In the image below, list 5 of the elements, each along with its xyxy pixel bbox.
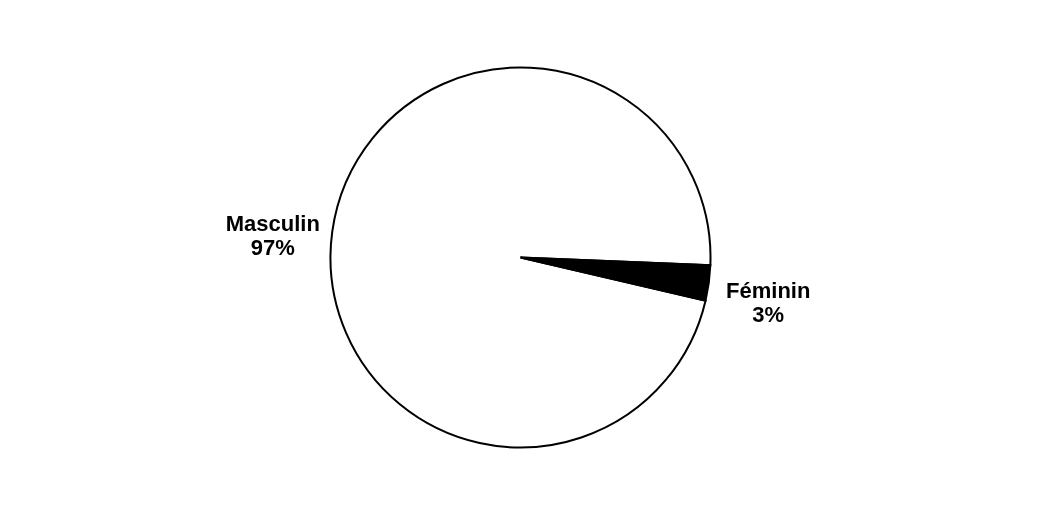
slice-label: Féminin: [726, 278, 811, 304]
slice-label: Masculin: [225, 210, 320, 236]
pie-slice: [329, 66, 712, 449]
data-label: 3%: [752, 302, 785, 328]
data-label: 97%: [250, 234, 295, 260]
